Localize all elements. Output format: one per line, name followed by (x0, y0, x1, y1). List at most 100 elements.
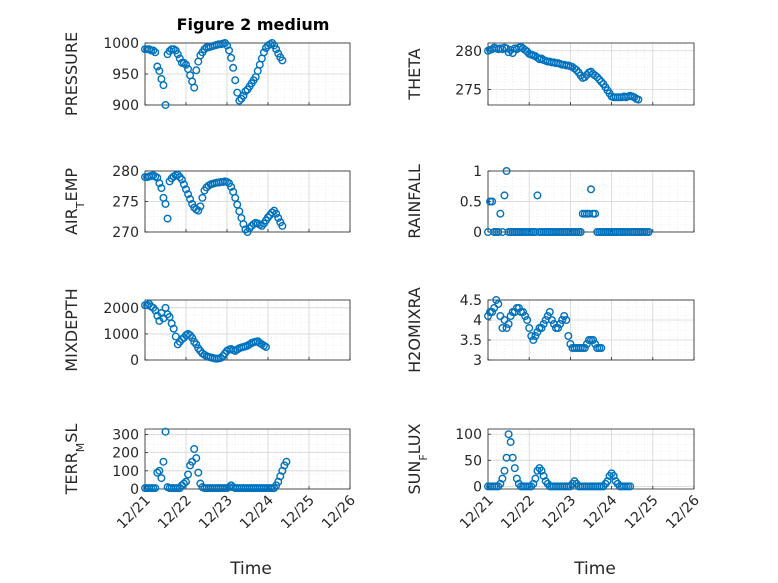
data-point (239, 91, 248, 100)
x-tick-label: 12/22 (498, 493, 538, 533)
y-axis-label: MIXDEPTH (62, 288, 81, 371)
data-point (498, 324, 507, 333)
data-point (235, 96, 244, 105)
y-tick-label: 100 (455, 427, 482, 443)
x-tick-label: 12/21 (114, 493, 154, 533)
axes-box (144, 428, 351, 490)
data-point (595, 75, 604, 84)
data-point (229, 63, 238, 72)
data-point (514, 304, 523, 313)
panel-theta: 275 280 THETA (405, 42, 695, 106)
data-point (504, 320, 513, 329)
y-tick-label: 1 (473, 164, 482, 180)
data-point (502, 166, 511, 175)
data-point (539, 320, 548, 329)
data-point (580, 73, 589, 82)
data-point (231, 76, 240, 85)
data-point (241, 87, 250, 96)
data-point (196, 202, 205, 211)
xlabel-right: Time (573, 559, 616, 579)
data-point (494, 227, 503, 236)
data-point (634, 95, 643, 104)
panel-h2omixra: 3 3.5 4 4.5 H2OMIXRA (405, 287, 695, 373)
data-point (151, 484, 160, 493)
data-point (562, 316, 571, 325)
data-point (519, 308, 528, 317)
data-point (564, 332, 573, 341)
data-point (488, 308, 497, 317)
x-tick-label: 12/21 (457, 493, 497, 533)
data-point (161, 100, 170, 109)
y-tick-label: 900 (112, 98, 139, 114)
data-point (533, 191, 542, 200)
y-axis-label: AIRTEMP (62, 168, 87, 235)
data-point (644, 227, 653, 236)
y-tick-label: 0 (473, 479, 482, 495)
data-point (192, 340, 201, 349)
data-point (198, 193, 207, 202)
data-point (274, 213, 283, 222)
data-point (589, 336, 598, 345)
y-tick-label: 275 (455, 83, 482, 99)
data-point (494, 300, 503, 309)
y-tick-label: 1000 (103, 327, 139, 343)
y-tick-label: 3 (473, 353, 482, 369)
axes-box (144, 42, 351, 106)
x-tick-label: 12/23 (196, 493, 236, 533)
y-tick-label: 4.5 (460, 293, 482, 309)
y-tick-label: 2000 (103, 301, 139, 317)
data-point (261, 342, 270, 351)
x-tick-label: 12/23 (539, 493, 579, 533)
y-tick-label: 300 (112, 427, 139, 443)
y-tick-label: 0.5 (460, 195, 482, 211)
data-point (192, 454, 201, 463)
data-point (159, 81, 168, 90)
data-point (556, 320, 565, 329)
panel-air-temp: 270 275 280 AIRTEMP (62, 164, 351, 241)
data-point (525, 324, 534, 333)
data-point (593, 73, 602, 82)
data-point (186, 195, 195, 204)
data-point (194, 206, 203, 215)
y-tick-label: 280 (455, 44, 482, 60)
data-point (554, 324, 563, 333)
data-point (496, 209, 505, 218)
data-point (498, 45, 507, 54)
y-tick-label: 270 (112, 225, 139, 241)
data-point (504, 48, 513, 57)
data-point (155, 66, 164, 75)
data-point (192, 66, 201, 75)
x-tick-label: 12/24 (581, 492, 621, 532)
data-point (163, 214, 172, 223)
x-tick-label: 12/25 (278, 493, 318, 533)
data-point (181, 477, 190, 486)
data-point (272, 45, 281, 54)
data-point (190, 83, 199, 92)
data-point (576, 227, 585, 236)
data-point (529, 336, 538, 345)
data-point (580, 344, 589, 353)
data-point (502, 44, 511, 53)
data-point (157, 184, 166, 193)
data-point (490, 304, 499, 313)
y-tick-label: 0 (473, 225, 482, 241)
y-tick-label: 50 (464, 453, 482, 469)
y-tick-label: 3.5 (460, 333, 482, 349)
data-point (630, 93, 639, 102)
data-point (282, 457, 291, 466)
y-tick-label: 1000 (103, 36, 139, 52)
data-point (533, 328, 542, 337)
y-tick-label: 950 (112, 67, 139, 83)
data-point (227, 53, 236, 62)
data-point (591, 209, 600, 218)
data-point (175, 54, 184, 63)
data-point (155, 179, 164, 188)
data-point (545, 308, 554, 317)
xlabel-left: Time (229, 559, 272, 579)
data-point (181, 60, 190, 69)
data-point (500, 191, 509, 200)
data-point (181, 185, 190, 194)
panel-pressure: 900 950 1000 PRESSURE (62, 32, 351, 116)
data-point (597, 344, 606, 353)
